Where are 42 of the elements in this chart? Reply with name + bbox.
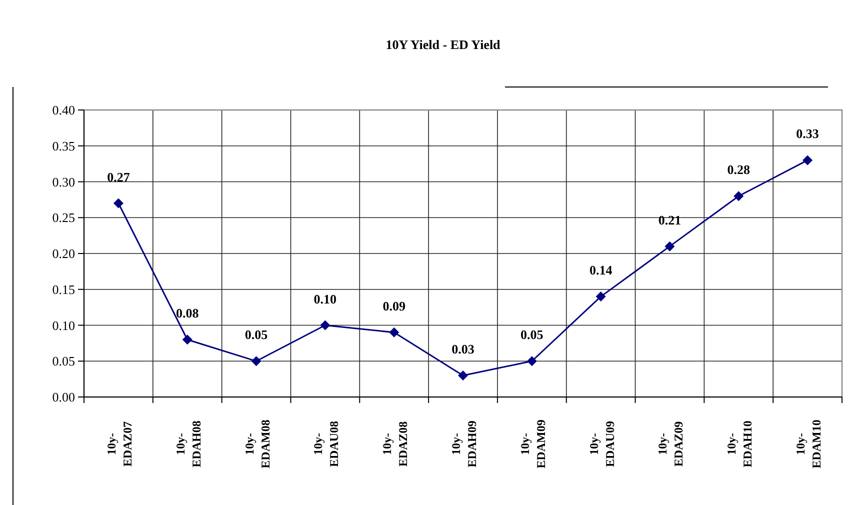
y-tick-label: 0.00 — [52, 390, 75, 405]
x-tick-label: 10y-EDAH08 — [173, 420, 204, 468]
y-tick-label: 0.40 — [52, 102, 75, 118]
text: 0.14 — [589, 262, 612, 278]
text: 0.09 — [382, 298, 406, 314]
x-tick-label: 10y-EDAZ09 — [656, 421, 686, 467]
text: 0.33 — [796, 126, 819, 142]
point — [182, 334, 192, 345]
chart-title: 10Y Yield - ED Yield — [386, 37, 502, 52]
x-tick-label: 10y-EDAZ07 — [104, 421, 134, 467]
point — [389, 327, 400, 338]
x-tick-label: 10y-EDAM09 — [518, 420, 548, 468]
text: 0.08 — [176, 306, 199, 321]
point — [320, 320, 330, 330]
x-tick-label: 10y-EDAU09 — [586, 420, 617, 468]
y-tick-label: 0.35 — [52, 138, 75, 154]
text: 0.10 — [314, 291, 337, 306]
text: 0.03 — [452, 341, 474, 356]
point — [458, 370, 468, 380]
x-tick-label: 10y-EDAH09 — [449, 420, 479, 468]
x-tick-label: 10y-EDAU08 — [311, 420, 342, 468]
point — [596, 292, 606, 302]
y-tick-label: 0.15 — [52, 282, 75, 297]
point — [251, 356, 262, 366]
y-tick-label: 0.20 — [52, 246, 75, 262]
y-tick-label: 0.05 — [52, 354, 75, 369]
text: 0.28 — [727, 162, 750, 178]
text: 0.05 — [520, 327, 544, 342]
point — [802, 155, 813, 166]
x-tick-label: 10y-EDAM08 — [242, 420, 272, 468]
text: 0.27 — [107, 169, 130, 184]
point — [526, 356, 537, 366]
y-tick-label: 0.25 — [52, 210, 75, 226]
x-tick-label: 10y-EDAZ08 — [380, 421, 410, 467]
point — [664, 241, 675, 252]
point — [734, 191, 744, 202]
text: 0.05 — [244, 327, 268, 342]
x-tick-label: 10y-EDAM10 — [794, 420, 824, 468]
y-tick-label: 0.10 — [52, 318, 75, 333]
y-tick-label: 0.30 — [52, 174, 75, 190]
x-tick-label: 10y-EDAH10 — [724, 420, 755, 468]
point — [113, 198, 124, 208]
